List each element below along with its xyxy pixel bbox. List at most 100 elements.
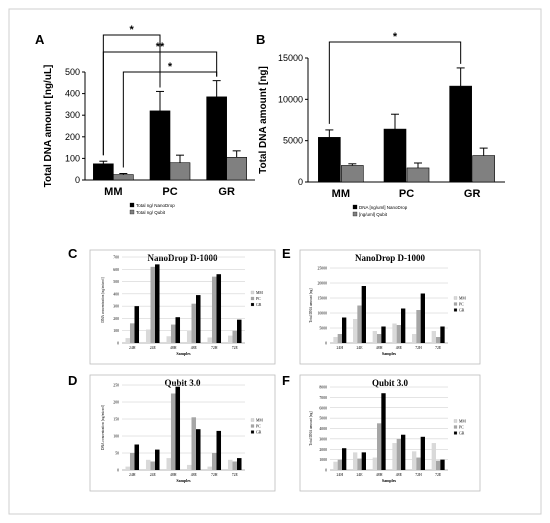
bar xyxy=(191,417,197,470)
chart-frame xyxy=(89,249,276,365)
bar xyxy=(216,274,222,343)
category-label: 24E xyxy=(356,473,363,477)
bar xyxy=(232,461,238,470)
bar xyxy=(175,317,181,343)
category-label: 24E xyxy=(150,346,157,350)
bar xyxy=(392,443,397,470)
chart-title: Qubit 3.0 xyxy=(164,378,201,388)
y-axis-label: Total DNA amount [ng/uL] xyxy=(43,65,54,188)
legend-swatch xyxy=(453,296,458,300)
category-label: 72H xyxy=(415,346,422,350)
bar xyxy=(333,337,338,343)
bar xyxy=(170,324,176,343)
legend-swatch xyxy=(352,204,358,210)
legend-entry: GR xyxy=(256,431,262,435)
bar xyxy=(420,436,425,470)
category-label: 48H xyxy=(170,473,177,477)
y-tick-label: 5000 xyxy=(319,327,327,331)
bar xyxy=(169,162,191,181)
bar xyxy=(412,451,417,470)
legend-swatch xyxy=(250,430,255,434)
y-tick-label: 0 xyxy=(117,342,119,346)
category-label: 48H xyxy=(170,346,177,350)
bar xyxy=(412,334,417,343)
category-label: 24H xyxy=(337,346,344,350)
chart-frame xyxy=(299,374,481,492)
category-label: PC xyxy=(399,188,414,200)
bar xyxy=(149,110,171,181)
panel-letter: E xyxy=(282,246,291,261)
bar xyxy=(377,334,382,343)
category-label: GR xyxy=(218,186,235,198)
legend-entry: Total ng/ Qubit xyxy=(136,210,166,215)
panel-b: B 0 5000 10000 15000 Total DNA amount [ng] MM P… xyxy=(256,31,505,217)
legend-entry: GR xyxy=(256,303,262,307)
bar xyxy=(396,438,401,470)
category-label: 24E xyxy=(356,346,363,350)
legend-entry: DNA [ng/uml] NanoDrop xyxy=(359,205,408,210)
bar xyxy=(129,453,135,470)
bar xyxy=(206,96,227,181)
bar xyxy=(392,323,397,343)
legend-swatch xyxy=(453,419,458,423)
bar xyxy=(357,305,362,343)
category-label: 48E xyxy=(396,346,403,350)
category-label: 48H xyxy=(376,346,383,350)
panel-letter: B xyxy=(256,32,265,47)
panel-letter: A xyxy=(35,32,45,47)
legend-swatch xyxy=(453,425,458,429)
bar xyxy=(93,163,114,181)
category-label: MM xyxy=(104,186,122,198)
panel-c: C NanoDrop D-1000 0 100 200 300 400 500 600 700 DN… xyxy=(68,246,276,365)
legend-swatch xyxy=(250,424,255,428)
bar xyxy=(134,444,140,470)
category-label: 72E xyxy=(232,346,239,350)
y-tick-label: 250 xyxy=(113,384,119,388)
legend-entry: PC xyxy=(256,297,261,301)
bar xyxy=(166,336,171,343)
legend-swatch xyxy=(250,296,255,301)
y-tick-label: 15000 xyxy=(318,297,328,301)
y-tick-label: 100 xyxy=(113,329,119,333)
bar xyxy=(145,459,151,470)
bar xyxy=(145,329,151,343)
bar xyxy=(400,434,406,470)
bar xyxy=(333,461,338,470)
x-axis-label: Samples xyxy=(382,478,397,483)
bar xyxy=(406,167,430,183)
bar xyxy=(416,310,421,343)
legend-swatch xyxy=(250,290,255,295)
bar xyxy=(372,457,378,470)
y-tick-label: 4000 xyxy=(319,427,327,431)
legend-entry: GR xyxy=(459,309,465,313)
category-label: 48H xyxy=(376,473,383,477)
bar xyxy=(436,460,441,470)
y-tick-label: 5000 xyxy=(283,136,303,146)
legend-swatch xyxy=(129,209,135,215)
y-tick-label: 200 xyxy=(65,132,80,142)
y-axis-label: Total DNA amount [ng] xyxy=(258,66,269,174)
bar xyxy=(237,458,242,470)
bar xyxy=(372,331,378,343)
y-tick-label: 400 xyxy=(65,89,80,99)
y-axis-label: DNA concentration [ng/microl] xyxy=(101,405,105,450)
legend-swatch xyxy=(250,418,255,422)
bar xyxy=(381,393,386,470)
bar xyxy=(226,157,247,181)
y-tick-label: 5000 xyxy=(319,417,327,421)
bar xyxy=(227,459,233,470)
category-label: 72E xyxy=(232,473,239,477)
bar xyxy=(357,458,362,470)
bar xyxy=(420,293,425,343)
y-tick-label: 0 xyxy=(298,177,303,187)
bar xyxy=(361,452,366,470)
y-tick-label: 6000 xyxy=(319,406,327,410)
legend-entry: MM xyxy=(459,297,466,301)
y-tick-label: 500 xyxy=(65,67,80,77)
category-label: 24H xyxy=(337,473,344,477)
category-label: 24H xyxy=(129,473,136,477)
legend-swatch xyxy=(129,202,135,208)
bar xyxy=(353,452,358,470)
panel-a: A 0 100 200 300 400 500 Total DNA amount [ng/uL… xyxy=(35,24,255,215)
bar xyxy=(377,423,382,470)
